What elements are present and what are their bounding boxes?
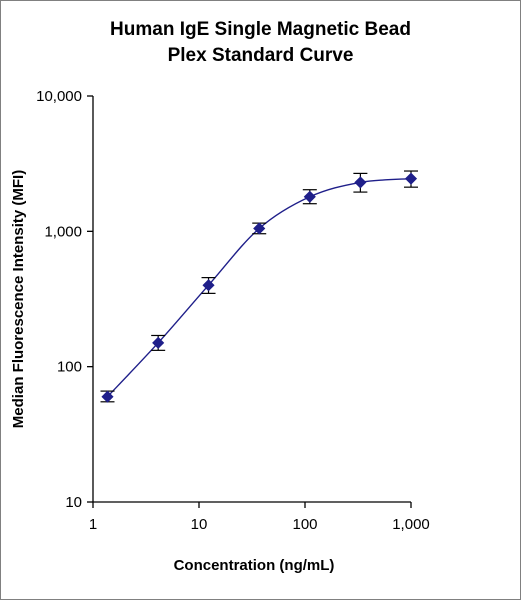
x-tick-label: 10 — [191, 516, 208, 533]
error-bars — [100, 170, 418, 403]
data-point-marker — [152, 336, 165, 349]
x-tick-label: 1,000 — [392, 516, 430, 533]
fit-curve-layer — [106, 177, 412, 398]
axes — [87, 95, 412, 508]
data-point-marker — [354, 176, 367, 189]
chart-title-line-2: Plex Standard Curve — [167, 45, 354, 66]
data-point-marker — [303, 190, 316, 203]
y-axis-title: Median Fluorescence Intensity (MFI) — [10, 170, 27, 428]
x-axis-title: Concentration (ng/mL) — [174, 557, 335, 574]
y-tick-label: 10,000 — [36, 88, 82, 105]
data-point-marker — [253, 222, 266, 235]
x-tick-label: 100 — [292, 516, 317, 533]
data-point-marker — [202, 279, 215, 292]
chart-title-line-1: Human IgE Single Magnetic Bead — [110, 19, 411, 40]
tick-labels: 10 100 1,000 10,000 1 10 100 1,000 — [36, 88, 430, 533]
y-tick-label: 100 — [57, 359, 82, 376]
x-tick-label: 1 — [89, 516, 97, 533]
chart-title: Human IgE Single Magnetic Bead Plex Stan… — [1, 17, 520, 69]
y-tick-label: 10 — [65, 494, 82, 511]
data-points — [101, 172, 418, 403]
data-point-marker — [404, 172, 418, 185]
y-tick-label: 1,000 — [44, 223, 82, 240]
fit-curve — [106, 177, 412, 398]
data-point-marker — [101, 390, 114, 403]
